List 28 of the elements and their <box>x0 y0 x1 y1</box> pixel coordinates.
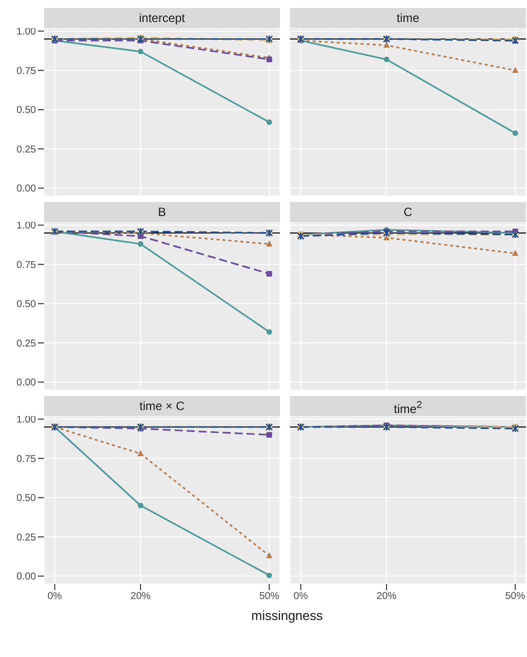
chart-title: time × C <box>44 396 280 416</box>
x-tick-label: 0% <box>48 591 62 602</box>
x-tick-label: 0% <box>294 591 308 602</box>
y-tick-label: 0.00 <box>16 572 36 583</box>
y-tick-label: 0.25 <box>16 144 36 156</box>
y-tick-label: 0.50 <box>16 493 36 504</box>
x-tick-label: 50% <box>505 591 526 602</box>
y-tick-label: 0.00 <box>16 378 36 389</box>
x-tick-label: 50% <box>259 591 280 602</box>
chart-title: time$^{2}$ <box>290 396 526 416</box>
x-tick-label: 20% <box>130 591 151 602</box>
y-tick-label: 0.75 <box>16 260 36 271</box>
chart-title: time <box>290 8 526 28</box>
y-tick-label: 0.25 <box>16 338 36 350</box>
y-tick-label: 0.50 <box>16 105 36 116</box>
chart-title: intercept <box>44 8 280 28</box>
y-tick-label: 1.00 <box>16 220 36 232</box>
y-tick-label: 1.00 <box>16 414 36 426</box>
y-tick-label: 0.00 <box>16 184 36 195</box>
y-tick-label: 0.75 <box>16 66 36 77</box>
y-tick-label: 1.00 <box>16 26 36 38</box>
y-tick-label: 0.50 <box>16 299 36 310</box>
chart-title: C <box>290 202 526 222</box>
y-tick-label: 0.25 <box>16 532 36 544</box>
x-axis-title: missingness <box>250 608 324 623</box>
x-tick-label: 20% <box>376 591 397 602</box>
y-tick-label: 0.75 <box>16 454 36 465</box>
chart-title: B <box>44 202 280 222</box>
